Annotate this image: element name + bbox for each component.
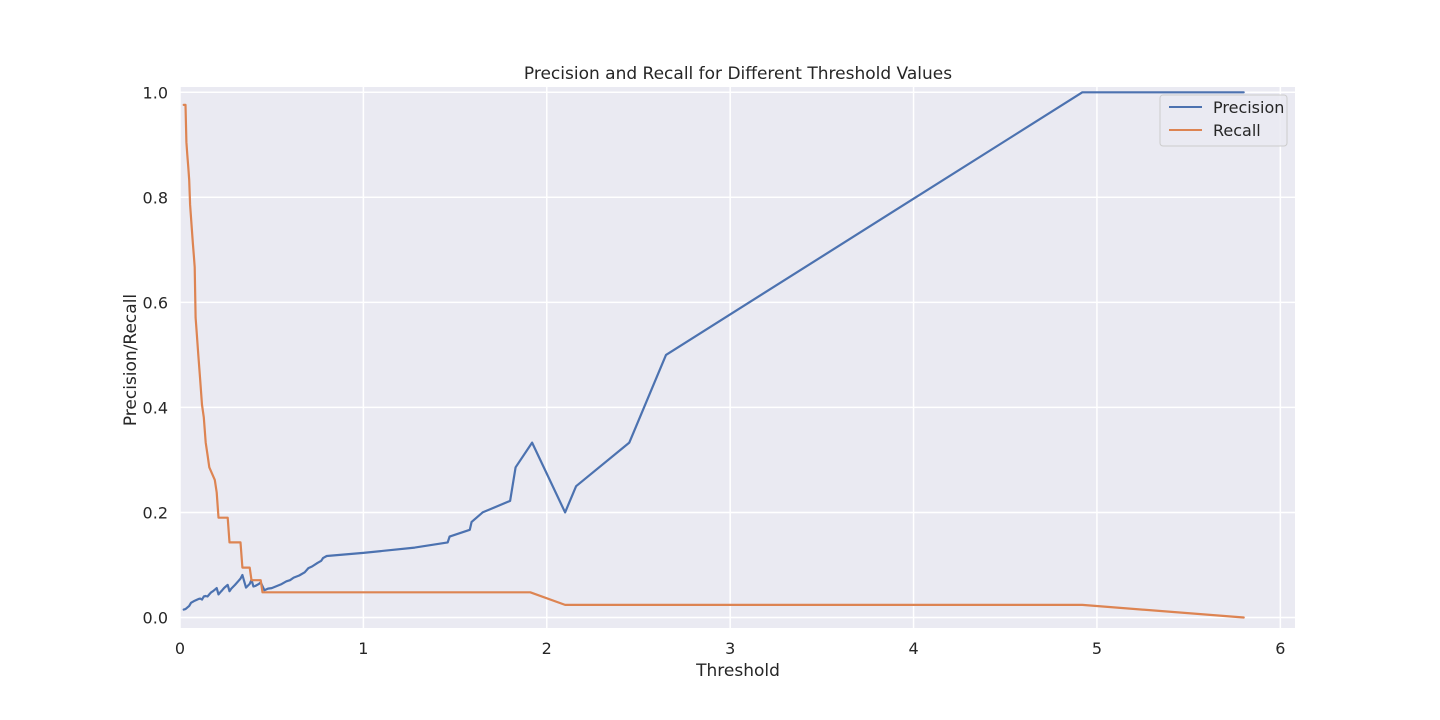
x-tick-label: 2: [542, 639, 552, 658]
x-tick-label: 4: [908, 639, 918, 658]
legend-recall-label: Recall: [1213, 121, 1261, 140]
x-tick-label: 3: [725, 639, 735, 658]
y-axis-label: Precision/Recall: [121, 294, 141, 426]
y-tick-label: 0.0: [143, 608, 168, 627]
x-tick-labels: 0 1 2 3 4 5 6: [175, 639, 1286, 658]
y-tick-label: 0.8: [143, 188, 168, 207]
x-gridlines: [179, 87, 1282, 628]
y-tick-label: 0.4: [143, 398, 168, 417]
legend: Precision Recall: [1159, 94, 1288, 147]
x-tick-label: 0: [175, 639, 185, 658]
series-line-recall: [182, 103, 1245, 619]
y-tick-label: 0.6: [143, 293, 168, 312]
series-layer: [182, 91, 1245, 619]
y-tick-label: 1.0: [143, 83, 168, 102]
x-tick-label: 6: [1275, 639, 1285, 658]
legend-precision-label: Precision: [1213, 98, 1284, 117]
y-tick-labels: 0.0 0.2 0.4 0.6 0.8 1.0: [143, 83, 168, 627]
chart-title: Precision and Recall for Different Thres…: [524, 64, 952, 84]
plot-background: [180, 87, 1295, 628]
series-line-precision: [182, 91, 1245, 611]
x-axis-label: Threshold: [695, 661, 780, 681]
x-tick-label: 5: [1092, 639, 1102, 658]
y-tick-label: 0.2: [143, 503, 168, 522]
x-tick-label: 1: [358, 639, 368, 658]
